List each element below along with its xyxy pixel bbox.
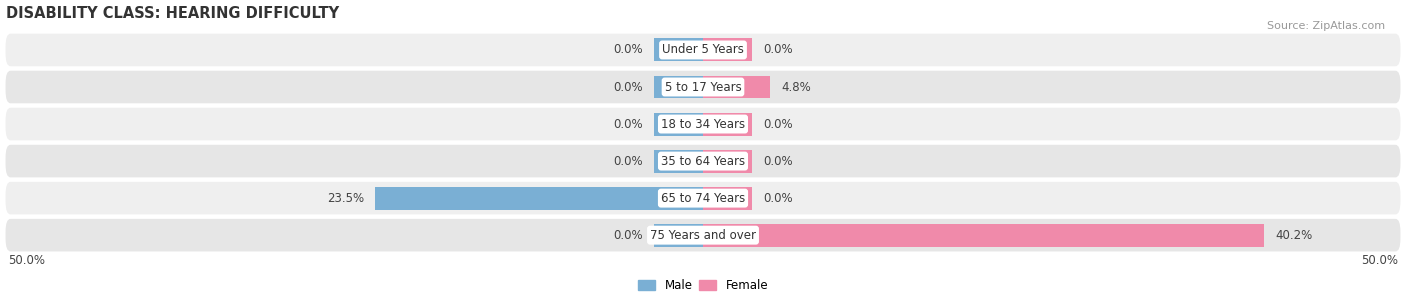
Text: 18 to 34 Years: 18 to 34 Years <box>661 117 745 131</box>
Bar <box>654 38 703 61</box>
Bar <box>703 149 752 173</box>
FancyBboxPatch shape <box>6 108 1400 140</box>
Text: 75 Years and over: 75 Years and over <box>650 229 756 242</box>
Text: 0.0%: 0.0% <box>613 155 643 167</box>
Text: 50.0%: 50.0% <box>8 254 45 267</box>
FancyBboxPatch shape <box>6 219 1400 251</box>
FancyBboxPatch shape <box>6 34 1400 66</box>
Text: 4.8%: 4.8% <box>782 81 811 94</box>
Text: 5 to 17 Years: 5 to 17 Years <box>665 81 741 94</box>
Text: 0.0%: 0.0% <box>763 155 793 167</box>
Text: 0.0%: 0.0% <box>763 117 793 131</box>
FancyBboxPatch shape <box>6 71 1400 103</box>
Text: 40.2%: 40.2% <box>1275 229 1312 242</box>
Bar <box>703 76 770 99</box>
Text: 50.0%: 50.0% <box>1361 254 1398 267</box>
FancyBboxPatch shape <box>6 182 1400 214</box>
Legend: Male, Female: Male, Female <box>633 274 773 297</box>
Text: Under 5 Years: Under 5 Years <box>662 44 744 56</box>
Text: 0.0%: 0.0% <box>613 117 643 131</box>
Text: 65 to 74 Years: 65 to 74 Years <box>661 192 745 205</box>
Bar <box>654 149 703 173</box>
Text: 35 to 64 Years: 35 to 64 Years <box>661 155 745 167</box>
Text: 0.0%: 0.0% <box>613 229 643 242</box>
Bar <box>703 187 752 210</box>
Bar <box>654 113 703 135</box>
Text: 23.5%: 23.5% <box>328 192 364 205</box>
Bar <box>703 224 1264 247</box>
Text: 0.0%: 0.0% <box>763 44 793 56</box>
Bar <box>375 187 703 210</box>
Bar <box>703 113 752 135</box>
Text: Source: ZipAtlas.com: Source: ZipAtlas.com <box>1267 21 1385 31</box>
FancyBboxPatch shape <box>6 145 1400 178</box>
Text: 0.0%: 0.0% <box>613 81 643 94</box>
Text: 0.0%: 0.0% <box>613 44 643 56</box>
Text: 0.0%: 0.0% <box>763 192 793 205</box>
Bar <box>703 38 752 61</box>
Text: DISABILITY CLASS: HEARING DIFFICULTY: DISABILITY CLASS: HEARING DIFFICULTY <box>6 5 339 20</box>
Bar <box>654 76 703 99</box>
Bar <box>654 224 703 247</box>
